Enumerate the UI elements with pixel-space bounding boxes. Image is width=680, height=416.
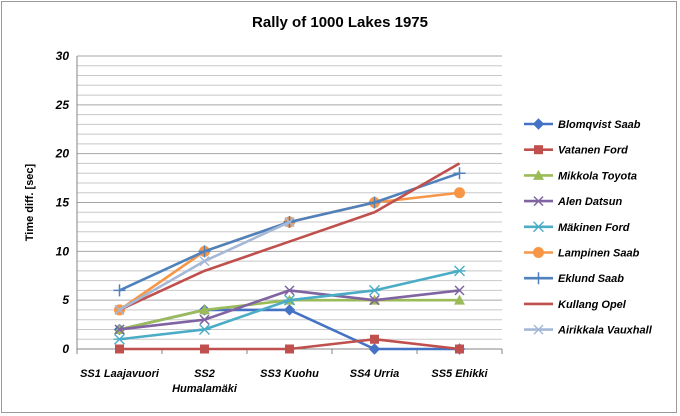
series-line bbox=[118, 220, 291, 312]
legend-marker bbox=[533, 324, 544, 335]
legend-label: Blomqvist Saab bbox=[558, 119, 641, 131]
legend-label: Vatanen Ford bbox=[558, 145, 628, 157]
data-point bbox=[114, 324, 125, 335]
series-alen-datsun bbox=[114, 285, 465, 335]
legend-item: Kullang Opel bbox=[524, 299, 627, 311]
data-point bbox=[199, 256, 210, 267]
y-tick-label: 10 bbox=[56, 244, 70, 258]
series-lines bbox=[113, 162, 466, 355]
series-m-kinen-ford bbox=[113, 265, 466, 345]
data-point bbox=[114, 304, 125, 315]
series-line bbox=[118, 162, 461, 312]
data-point bbox=[198, 323, 211, 335]
legend-label: Eklund Saab bbox=[558, 273, 624, 285]
data-point bbox=[283, 294, 296, 306]
data-point bbox=[454, 285, 465, 296]
data-point bbox=[199, 304, 210, 315]
legend-item: Mäkinen Ford bbox=[524, 221, 630, 234]
y-tick-label: 20 bbox=[55, 147, 70, 161]
y-axis-label: Time diff. [sec] bbox=[24, 163, 36, 241]
data-point bbox=[113, 284, 126, 297]
legend-label: Mikkola Toyota bbox=[558, 170, 637, 182]
y-tick-label: 25 bbox=[55, 98, 70, 112]
data-point bbox=[368, 343, 381, 355]
series-vatanen-ford bbox=[115, 334, 464, 354]
data-point bbox=[454, 187, 465, 199]
data-point bbox=[453, 265, 466, 277]
legend-item: Mikkola Toyota bbox=[524, 169, 637, 182]
legend-item: Lampinen Saab bbox=[524, 247, 640, 260]
legend-marker bbox=[533, 247, 544, 258]
legend-marker bbox=[533, 196, 544, 207]
data-point bbox=[113, 333, 126, 345]
legend-marker bbox=[532, 272, 545, 285]
data-point bbox=[115, 344, 124, 354]
data-point bbox=[198, 245, 211, 258]
legend-item: Blomqvist Saab bbox=[524, 118, 641, 131]
chart-title: Rally of 1000 Lakes 1975 bbox=[252, 14, 428, 31]
legend-marker bbox=[532, 118, 545, 130]
legend-item: Airikkala Vauxhall bbox=[524, 324, 653, 337]
y-tick-labels: 0 5 10 15 20 25 30 bbox=[55, 49, 70, 356]
data-point bbox=[368, 284, 381, 296]
series-airikkala-vauxhall bbox=[114, 217, 295, 315]
x-tick-label: SS1 Laajavuori bbox=[80, 368, 160, 380]
x-tick-label: SS5 Ehikki bbox=[431, 368, 488, 380]
data-point bbox=[455, 344, 464, 354]
data-point bbox=[454, 294, 465, 305]
legend: Blomqvist Saab Vatanen Ford Mikkola Toyota… bbox=[524, 118, 653, 337]
x-tick-label: SS4 Urria bbox=[350, 368, 400, 380]
y-tick-label: 15 bbox=[56, 196, 70, 210]
data-point bbox=[199, 314, 210, 325]
legend-item: Vatanen Ford bbox=[524, 145, 628, 157]
data-point bbox=[285, 344, 294, 354]
legend-marker bbox=[532, 221, 545, 233]
x-tick-labels: SS1 Laajavuori SS2 Humalamäki SS3 Kuohu SS4 … bbox=[80, 368, 489, 395]
data-point bbox=[200, 344, 209, 354]
legend-item: Eklund Saab bbox=[524, 272, 624, 285]
data-point bbox=[369, 295, 380, 306]
legend-label: Kullang Opel bbox=[558, 299, 627, 311]
legend-marker bbox=[533, 169, 544, 180]
legend-label: Lampinen Saab bbox=[558, 248, 640, 260]
x-tick-label: SS3 Kuohu bbox=[260, 368, 319, 380]
data-point bbox=[370, 334, 379, 344]
legend-label: Airikkala Vauxhall bbox=[557, 325, 653, 337]
y-tick-label: 0 bbox=[62, 342, 69, 356]
data-point bbox=[284, 217, 295, 228]
y-tick-label: 30 bbox=[56, 49, 70, 63]
data-point bbox=[283, 304, 296, 316]
data-point bbox=[368, 196, 381, 209]
legend-label: Mäkinen Ford bbox=[558, 222, 630, 234]
x-tick-label: SS2 Humalamäki bbox=[172, 368, 238, 395]
legend-item: Alen Datsun bbox=[524, 196, 622, 208]
data-point bbox=[453, 167, 466, 180]
legend-marker bbox=[534, 145, 543, 155]
legend-label: Alen Datsun bbox=[557, 196, 622, 208]
data-point bbox=[284, 285, 295, 296]
y-tick-label: 5 bbox=[62, 293, 69, 307]
series-kullang-opel bbox=[118, 162, 461, 312]
